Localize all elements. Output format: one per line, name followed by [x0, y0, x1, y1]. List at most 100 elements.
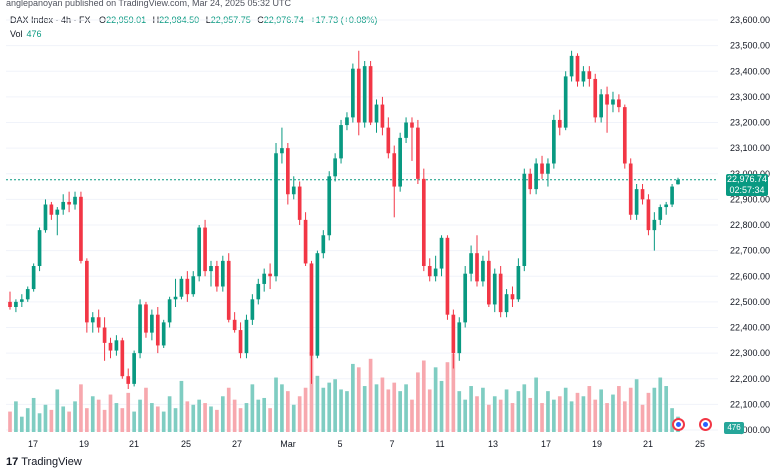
- volume-bar: [161, 411, 166, 432]
- volume-bar: [433, 367, 438, 432]
- volume-bar: [410, 399, 414, 432]
- volume-bar: [374, 384, 379, 432]
- volume-bar: [475, 396, 479, 432]
- volume-bar: [492, 396, 497, 432]
- time-tick-label: 11: [435, 439, 444, 449]
- price-tick-label: 22,500.00: [730, 297, 770, 307]
- candle-body: [516, 266, 521, 300]
- volume-bar: [19, 416, 24, 432]
- volume-bar: [416, 372, 420, 432]
- volume-bar: [498, 399, 503, 432]
- volume-bar: [144, 387, 148, 432]
- candle-body: [392, 153, 397, 187]
- price-tick-label: 23,000.00: [730, 169, 770, 179]
- volume-bar: [445, 362, 450, 432]
- candle-body: [61, 201, 66, 210]
- candle-body: [339, 125, 343, 159]
- volume-bar: [61, 406, 66, 432]
- candle-body: [463, 273, 468, 323]
- volume-bar: [226, 387, 231, 432]
- candle-body: [433, 268, 438, 277]
- candle-body: [197, 227, 202, 277]
- volume-bar: [504, 389, 509, 432]
- event-marker-icon[interactable]: [699, 418, 712, 431]
- price-tick-label: 22,300.00: [730, 348, 770, 358]
- candle-body: [445, 237, 450, 315]
- volume-bar: [463, 399, 468, 432]
- candle-body: [605, 94, 609, 105]
- candle-body: [351, 68, 355, 118]
- volume-bar: [96, 399, 101, 432]
- volume-bar: [404, 384, 408, 432]
- candle-body: [439, 237, 444, 269]
- volume-bar: [37, 413, 42, 432]
- volume-bar: [362, 386, 367, 432]
- candle-body: [563, 76, 568, 128]
- candles: [8, 50, 680, 389]
- price-tick-label: 23,300.00: [730, 92, 770, 102]
- candle-body: [102, 327, 107, 343]
- volume-bar: [14, 401, 18, 432]
- candle-body: [380, 104, 385, 128]
- volume-bar: [250, 384, 255, 432]
- candle-body: [475, 253, 479, 282]
- candle-body: [416, 127, 420, 179]
- candle-body: [43, 204, 48, 231]
- time-tick-label: 19: [592, 439, 602, 449]
- candle-body: [203, 227, 207, 272]
- candle-body: [280, 148, 284, 154]
- candle-body: [410, 122, 414, 128]
- candle-body: [67, 201, 71, 205]
- volume-bar: [274, 377, 278, 432]
- candle-body: [356, 68, 361, 123]
- candle-body: [85, 260, 89, 323]
- volume-bar: [291, 404, 296, 432]
- candle-body: [73, 196, 77, 205]
- volume-value: 476: [26, 29, 42, 39]
- event-marker-icon[interactable]: [672, 418, 685, 431]
- volume-bar: [528, 397, 533, 432]
- candle-body: [386, 127, 391, 154]
- volume-bar: [351, 363, 355, 432]
- volume-bar: [339, 389, 343, 432]
- volume-bar: [120, 408, 125, 432]
- volume-bar: [552, 399, 556, 432]
- volume-bar: [191, 404, 196, 432]
- volume-bar: [398, 391, 402, 432]
- volume-bar: [238, 408, 243, 432]
- price-tick-label: 22,400.00: [730, 323, 770, 333]
- volume-bar: [55, 389, 60, 432]
- volume-bar: [114, 403, 119, 432]
- candle-body: [457, 322, 462, 354]
- volume-bar: [197, 399, 202, 432]
- candle-body: [617, 99, 621, 108]
- candle-body: [274, 153, 278, 277]
- volume-bar: [67, 411, 71, 432]
- price-tick-label: 23,100.00: [730, 143, 770, 153]
- volume-bar: [309, 352, 314, 432]
- candle-body: [599, 94, 603, 118]
- publisher-line: anglepanoyan published on TradingView.co…: [6, 0, 292, 8]
- volume-bar: [534, 377, 538, 432]
- volume-bar: [209, 406, 213, 432]
- volume-bar: [510, 403, 515, 432]
- candle-body: [451, 314, 456, 354]
- candle-body: [321, 235, 326, 254]
- volume-bar: [646, 392, 651, 432]
- volume-bar: [333, 379, 337, 432]
- volume-bar: [321, 387, 326, 432]
- time-tick-label: 25: [695, 439, 705, 449]
- candle-body: [291, 186, 296, 195]
- candle-body: [238, 330, 243, 354]
- time-tick-label: Mar: [280, 439, 296, 449]
- volume-bar: [203, 403, 207, 432]
- candle-body: [179, 278, 184, 297]
- volume-bar: [486, 404, 491, 432]
- volume-bar: [244, 403, 249, 432]
- candle-body: [634, 189, 639, 215]
- candle-body: [333, 158, 337, 177]
- candle-body: [534, 163, 538, 190]
- volume-bar: [605, 403, 609, 432]
- time-tick-label: 5: [337, 439, 342, 449]
